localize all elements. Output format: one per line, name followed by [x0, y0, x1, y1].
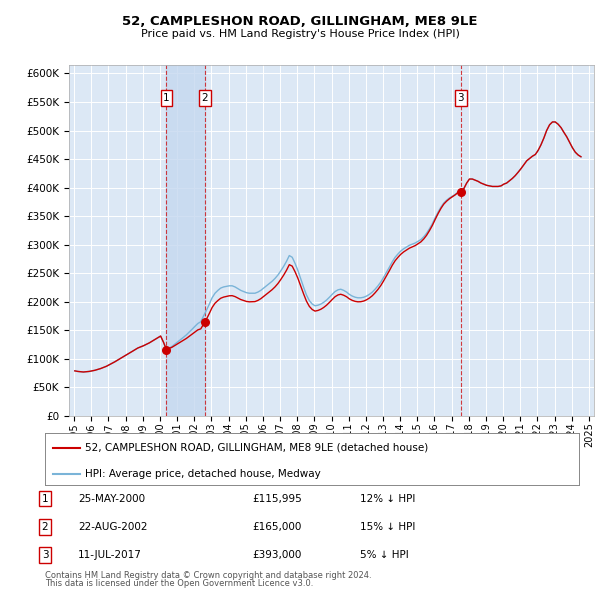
- Text: This data is licensed under the Open Government Licence v3.0.: This data is licensed under the Open Gov…: [45, 579, 313, 588]
- Text: 3: 3: [41, 550, 49, 560]
- Point: [161, 345, 171, 355]
- Text: HPI: Average price, detached house, Medway: HPI: Average price, detached house, Medw…: [85, 468, 321, 478]
- Point: [200, 317, 210, 326]
- Text: 1: 1: [41, 494, 49, 503]
- Bar: [166, 65, 205, 416]
- Text: £393,000: £393,000: [252, 550, 301, 560]
- Text: 11-JUL-2017: 11-JUL-2017: [78, 550, 142, 560]
- Text: 52, CAMPLESHON ROAD, GILLINGHAM, ME8 9LE: 52, CAMPLESHON ROAD, GILLINGHAM, ME8 9LE: [122, 15, 478, 28]
- Text: 12% ↓ HPI: 12% ↓ HPI: [360, 494, 415, 503]
- Text: £115,995: £115,995: [252, 494, 302, 503]
- Text: 25-MAY-2000: 25-MAY-2000: [78, 494, 145, 503]
- Text: 2: 2: [41, 522, 49, 532]
- Text: 52, CAMPLESHON ROAD, GILLINGHAM, ME8 9LE (detached house): 52, CAMPLESHON ROAD, GILLINGHAM, ME8 9LE…: [85, 442, 428, 453]
- Text: Price paid vs. HM Land Registry's House Price Index (HPI): Price paid vs. HM Land Registry's House …: [140, 29, 460, 39]
- Text: 1: 1: [163, 93, 170, 103]
- Text: Contains HM Land Registry data © Crown copyright and database right 2024.: Contains HM Land Registry data © Crown c…: [45, 571, 371, 580]
- Text: 15% ↓ HPI: 15% ↓ HPI: [360, 522, 415, 532]
- Text: £165,000: £165,000: [252, 522, 301, 532]
- Text: 5% ↓ HPI: 5% ↓ HPI: [360, 550, 409, 560]
- Text: 22-AUG-2002: 22-AUG-2002: [78, 522, 148, 532]
- Text: 2: 2: [202, 93, 208, 103]
- Point: [456, 187, 466, 196]
- Text: 3: 3: [457, 93, 464, 103]
